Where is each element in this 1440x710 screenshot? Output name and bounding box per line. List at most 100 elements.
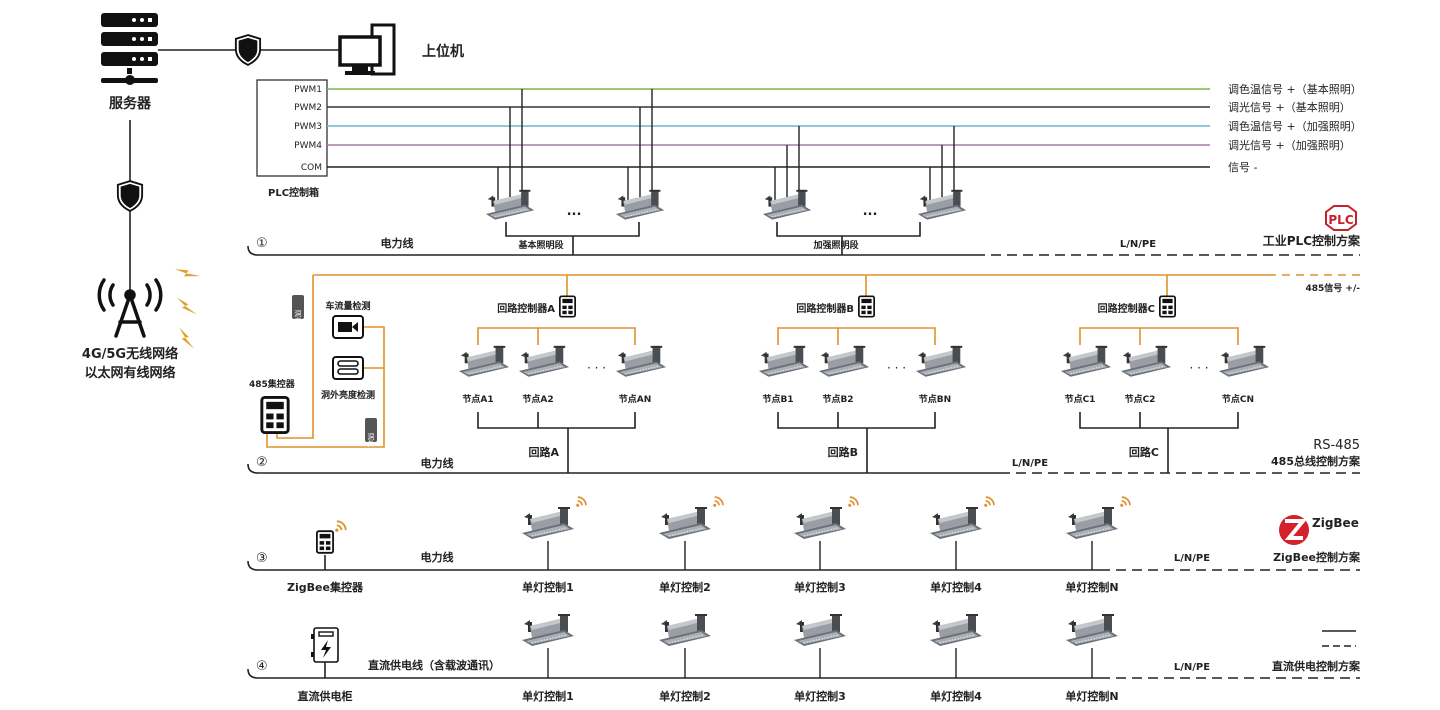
host-label: 上位机 <box>422 43 464 60</box>
lamp-fixture-icon <box>929 506 983 540</box>
enhanced-segment-bracket <box>776 222 921 255</box>
svg-text:PLC: PLC <box>1328 213 1353 227</box>
loop-controller-label: 回路控制器A <box>497 302 555 315</box>
zigbee-collector-label: ZigBee集控器 <box>287 580 364 594</box>
node-label: 节点AN <box>619 393 652 405</box>
lnpe-label: L/N/PE <box>1174 553 1210 564</box>
loop-group-a: 回路控制器A 节点A1 节点A2 节点AN · · · 回路A <box>458 275 667 473</box>
plc-port-pwm4: PWM4 <box>294 141 322 151</box>
single-lamp-label: 单灯控制3 <box>794 580 846 594</box>
lamp-fixture-icon <box>658 613 712 647</box>
power-line-4 <box>247 668 1100 679</box>
lamp-fixture-icon <box>615 345 667 378</box>
loop-group-c: 回路控制器C 节点C1 节点C2 节点CN · · · 回路C <box>1060 275 1270 473</box>
lnpe-label: L/N/PE <box>1120 239 1156 250</box>
plc-port-com: COM <box>301 163 322 173</box>
single-lamp-label: 单灯控制4 <box>930 689 982 703</box>
wireless-signal-icon <box>713 496 724 507</box>
dc-power-line-label: 直流供电线（含载波通讯） <box>368 658 500 672</box>
wireless-signal-icon <box>984 496 995 507</box>
lamp-fixture-icon <box>1218 345 1270 378</box>
loop-bracket <box>477 412 636 473</box>
loop-controller-icon <box>559 295 576 318</box>
enhanced-segment-label: 加强照明段 <box>812 239 859 251</box>
ellipsis: · · · <box>587 361 606 375</box>
single-lamp-label: 单灯控制1 <box>522 689 574 703</box>
single-lamp-label: 单灯控制3 <box>794 689 846 703</box>
plc-port-pwm2: PWM2 <box>294 103 322 113</box>
node-bus <box>477 327 636 345</box>
signal-legend-pwm4: 调光信号 +（加强照明） <box>1228 138 1351 152</box>
power-line-2 <box>247 463 1000 474</box>
svg-text:洞外: 洞外 <box>367 432 375 448</box>
signal-legend-pwm3: 调色温信号 +（加强照明） <box>1228 119 1362 133</box>
wireless-signal-icon <box>1120 496 1131 507</box>
node-label: 节点A1 <box>462 393 493 405</box>
server-icon <box>101 13 158 85</box>
plc-port-pwm3: PWM3 <box>294 122 322 132</box>
lamp-fixture-icon <box>793 613 847 647</box>
lamp-fixture-icon <box>915 345 967 378</box>
loop-label: 回路A <box>528 445 559 459</box>
loop-controller-label: 回路控制器B <box>796 302 854 315</box>
plc-port-pwm1: PWM1 <box>294 85 322 95</box>
plc-box-label: PLC控制箱 <box>268 186 319 199</box>
lamp-fixture-icon <box>1065 506 1119 540</box>
rs485-logo-text: RS-485 <box>1313 438 1360 453</box>
signal-bolt-icon <box>174 260 201 285</box>
signal-bolt-icon <box>174 327 199 349</box>
security-shield-icon <box>234 34 262 66</box>
loop-controller-label: 回路控制器C <box>1098 302 1155 315</box>
collector-485-label: 485集控器 <box>249 378 296 390</box>
lamp-fixture-icon <box>758 345 810 378</box>
sensor-link <box>266 326 385 448</box>
lamp-fixture-icon <box>1060 345 1112 378</box>
plc-logo: PLC <box>1325 205 1357 231</box>
ellipsis: · · · <box>887 361 906 375</box>
computer-icon <box>338 23 396 76</box>
lamp-fixture-icon <box>1120 345 1172 378</box>
node-label: 节点A2 <box>522 393 553 405</box>
signal-legend-pwm1: 调色温信号 +（基本照明） <box>1228 82 1362 96</box>
dc-cabinet-label: 直流供电柜 <box>298 689 353 703</box>
section-index-1: ① <box>256 236 268 251</box>
node-label: 节点C1 <box>1065 393 1096 405</box>
traffic-detect-label: 车流量检测 <box>325 300 370 312</box>
power-line-label: 电力线 <box>381 236 414 250</box>
node-label: 节点CN <box>1222 393 1254 405</box>
section-index-2: ② <box>256 455 268 470</box>
loop-controller-icon <box>858 295 875 318</box>
ellipsis: · · · <box>1189 361 1208 375</box>
lamp-fixture-icon <box>793 506 847 540</box>
power-line-3 <box>247 560 1100 571</box>
single-lamp-label: 单灯控制N <box>1065 580 1118 594</box>
svg-text:ZigBee: ZigBee <box>1312 516 1359 530</box>
lamp-fixture-icon <box>929 613 983 647</box>
ellipsis: ... <box>863 204 878 219</box>
signal-bolt-icon <box>176 297 197 315</box>
signal-legend-pwm2: 调光信号 +（基本照明） <box>1228 100 1351 114</box>
lamp-fixture-icon <box>521 506 575 540</box>
loop-bracket <box>1079 412 1239 473</box>
node-label: 节点C2 <box>1125 393 1156 405</box>
server-label: 服务器 <box>109 95 152 112</box>
svg-text:洞内: 洞内 <box>294 309 302 325</box>
loop-label: 回路C <box>1129 445 1159 459</box>
rs485-signal-label: 485信号 +/- <box>1306 282 1361 294</box>
node-bus <box>777 327 936 345</box>
node-label: 节点B1 <box>762 393 793 405</box>
cell-tower-icon <box>97 278 163 338</box>
tunnel-inside-tag: 洞内 <box>292 295 304 325</box>
lamp-fixture-icon <box>818 345 870 378</box>
wireless-signal-icon <box>576 496 587 507</box>
signal-legend-com: 信号 - <box>1228 161 1257 174</box>
node-label: 节点B2 <box>822 393 853 405</box>
dc-scheme-label: 直流供电控制方案 <box>1272 659 1361 673</box>
loop-bracket <box>777 412 936 473</box>
network-label-wireless: 4G/5G无线网络 <box>82 346 178 362</box>
security-shield-icon <box>116 180 144 212</box>
single-lamp-label: 单灯控制2 <box>659 689 711 703</box>
tunnel-outside-tag: 洞外 <box>365 418 377 448</box>
node-bus <box>1079 327 1239 345</box>
zigbee-scheme-label: ZigBee控制方案 <box>1273 550 1361 564</box>
